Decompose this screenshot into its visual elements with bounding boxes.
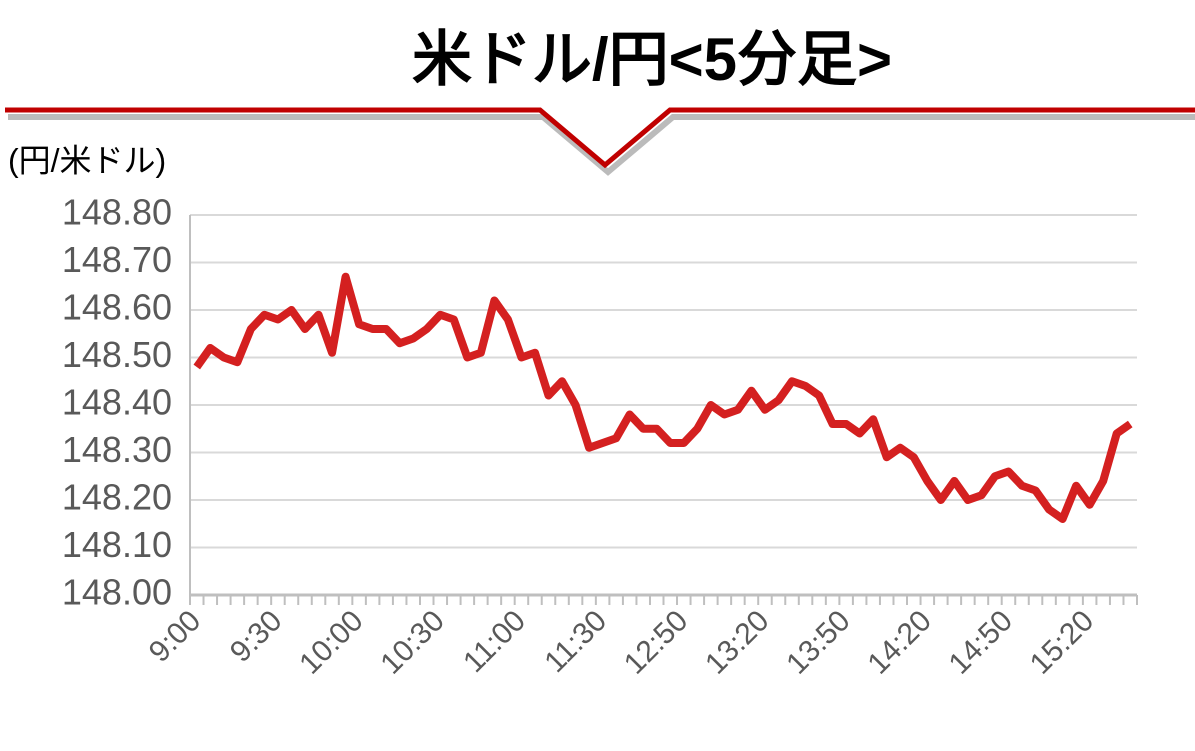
x-tick-label: 13:20 [699,604,775,680]
x-tick-label: 14:50 [943,604,1019,680]
y-tick-label: 148.80 [62,192,172,233]
x-tick-label: 13:50 [780,604,856,680]
x-tick-label: 15:20 [1024,604,1100,680]
y-tick-label: 148.00 [62,572,172,613]
y-tick-label: 148.30 [62,429,172,470]
line-series [193,272,1133,523]
x-tick-label: 11:00 [457,604,532,679]
y-tick-label: 148.40 [62,382,172,423]
header-line [5,107,1195,169]
y-tick-label: 148.10 [62,524,172,565]
y-tick-label: 148.50 [62,334,172,375]
x-tick-label: 11:30 [538,604,613,679]
y-axis-label: (円/米ドル) [8,142,166,178]
chart-title: 米ドル/円<5分足> [412,26,892,93]
y-tick-label: 148.70 [62,239,172,280]
x-tick-label: 10:00 [293,604,369,680]
x-tick-label: 12:50 [618,604,694,680]
x-tick-label: 9:00 [143,604,208,669]
x-tick-label: 9:30 [224,604,289,669]
x-tick-label: 14:20 [861,604,937,680]
header-shadow [8,114,1195,176]
y-tick-label: 148.20 [62,477,172,518]
x-tick-label: 10:30 [374,604,450,680]
y-tick-label: 148.60 [62,287,172,328]
